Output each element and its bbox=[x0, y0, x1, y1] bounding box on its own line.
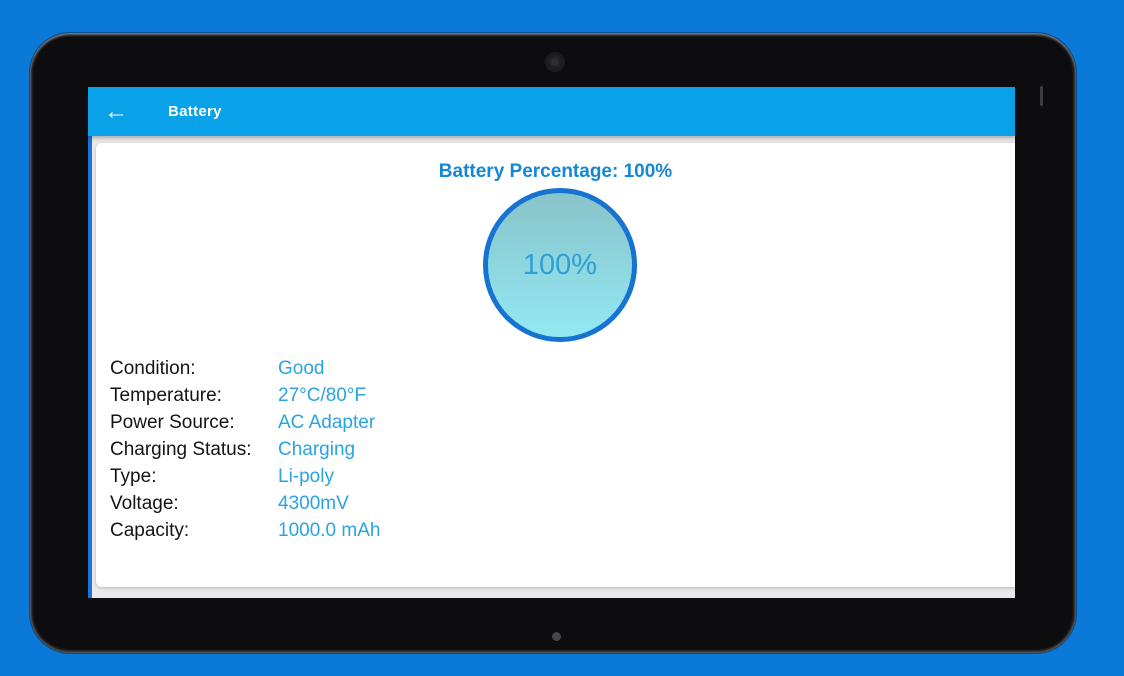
info-label: Condition: bbox=[110, 358, 196, 379]
info-row-power-source: Power Source: AC Adapter bbox=[110, 409, 380, 436]
info-value: 4300mV bbox=[278, 493, 349, 514]
back-button[interactable]: ← bbox=[88, 87, 144, 136]
tablet-frame: ← Battery Battery Percentage: 100% 100% … bbox=[30, 33, 1076, 653]
info-label: Voltage: bbox=[110, 493, 179, 514]
info-value: AC Adapter bbox=[278, 412, 376, 433]
home-indicator-dot bbox=[552, 632, 561, 641]
info-value: 27°C/80°F bbox=[278, 385, 367, 406]
battery-gauge: 100% bbox=[483, 188, 637, 342]
info-label: Charging Status: bbox=[110, 439, 252, 460]
battery-info-card: Battery Percentage: 100% 100% Condition:… bbox=[96, 143, 1015, 587]
info-value: Charging bbox=[278, 439, 356, 460]
app-bar-title: Battery bbox=[168, 103, 222, 120]
battery-percentage-heading: Battery Percentage: 100% bbox=[438, 161, 673, 182]
battery-info-list: Condition: Good Temperature: 27°C/80°F P… bbox=[110, 355, 380, 544]
info-label: Power Source: bbox=[110, 412, 235, 433]
info-row-type: Type: Li-poly bbox=[110, 463, 380, 490]
info-label: Temperature: bbox=[110, 385, 222, 406]
info-row-capacity: Capacity: 1000.0 mAh bbox=[110, 517, 380, 544]
front-camera bbox=[545, 52, 565, 72]
screen: ← Battery Battery Percentage: 100% 100% … bbox=[88, 87, 1015, 598]
info-value: Li-poly bbox=[278, 466, 334, 487]
info-label: Capacity: bbox=[110, 520, 190, 541]
info-row-charging-status: Charging Status: Charging bbox=[110, 436, 380, 463]
info-value: 1000.0 mAh bbox=[278, 520, 381, 541]
info-row-temperature: Temperature: 27°C/80°F bbox=[110, 382, 380, 409]
bezel-sensor-slot bbox=[1040, 86, 1043, 106]
info-row-voltage: Voltage: 4300mV bbox=[110, 490, 380, 517]
left-edge-accent bbox=[88, 136, 92, 598]
info-value: Good bbox=[278, 358, 325, 379]
content-area: Battery Percentage: 100% 100% Condition:… bbox=[88, 136, 1015, 598]
gauge-percent-label: 100% bbox=[522, 248, 598, 281]
info-row-condition: Condition: Good bbox=[110, 355, 380, 382]
arrow-left-icon: ← bbox=[104, 97, 128, 125]
app-bar: ← Battery bbox=[88, 87, 1015, 136]
info-label: Type: bbox=[110, 466, 157, 487]
